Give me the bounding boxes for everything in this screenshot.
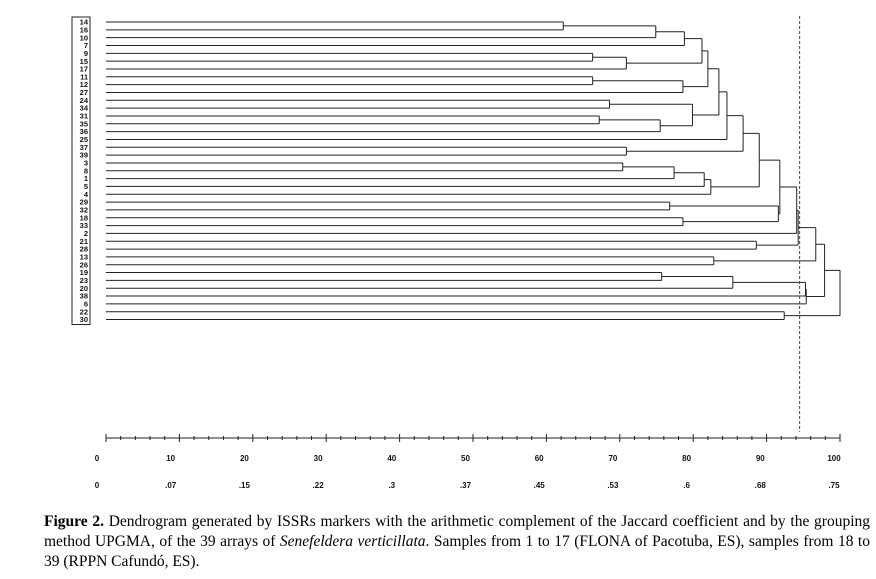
- axis-tick-label-bottom: .3: [388, 481, 395, 490]
- axis-tick-label-top: 30: [314, 454, 323, 463]
- leaf-label: 1: [84, 174, 88, 183]
- axis-tick-label-top: 40: [387, 454, 396, 463]
- leaf-label: 13: [80, 253, 88, 262]
- leaf-label: 11: [80, 72, 88, 81]
- leaf-label: 24: [80, 96, 89, 105]
- leaf-label: 35: [80, 119, 88, 128]
- leaf-label: 26: [80, 260, 88, 269]
- caption-text-after: . Samples from 1 to 17 (FLONA of Pacotub…: [44, 533, 870, 570]
- leaf-label: 27: [80, 88, 88, 97]
- leaf-label: 2: [84, 229, 88, 238]
- axis-tick-label-top: 20: [240, 454, 249, 463]
- leaf-label: 33: [80, 221, 88, 230]
- leaf-label: 37: [80, 143, 88, 152]
- axis-tick-label-top: 90: [756, 454, 765, 463]
- leaf-label: 12: [80, 80, 88, 89]
- axis-tick-label-bottom: .07: [165, 481, 177, 490]
- caption-text: Dendrogram generated by ISSRs markers wi…: [44, 513, 871, 550]
- axis-tick-label-bottom: .68: [755, 481, 767, 490]
- leaf-label: 19: [80, 268, 88, 277]
- leaf-label: 8: [84, 166, 88, 175]
- leaf-label: 5: [84, 182, 88, 191]
- leaf-label: 22: [80, 307, 88, 316]
- axis-tick-label-bottom: .15: [239, 481, 251, 490]
- axis-tick-label-bottom: .53: [607, 481, 619, 490]
- leaf-label: 23: [80, 276, 88, 285]
- axis-tick-label-top: 70: [608, 454, 617, 463]
- leaf-label: 7: [84, 41, 88, 50]
- leaf-label: 14: [80, 18, 89, 27]
- leaf-label: 28: [80, 245, 88, 254]
- axis-tick-label-bottom: .37: [460, 481, 472, 490]
- axis-tick-label-bottom: .45: [534, 481, 546, 490]
- leaf-label: 34: [80, 104, 89, 113]
- axis-tick-label-bottom: .6: [683, 481, 690, 490]
- leaf-label: 17: [80, 65, 88, 74]
- caption-label: Figure 2.: [44, 513, 104, 530]
- scale-axis: 0 10 20 30 40 50 60 70 80 90 100 0 .07 .15 .22 .3 .37 .45…: [95, 434, 841, 490]
- axis-tick-label-bottom: .75: [828, 481, 840, 490]
- leaf-label: 16: [80, 25, 88, 34]
- leaf-label: 25: [80, 135, 88, 144]
- leaf-label: 6: [84, 299, 88, 308]
- axis-tick-label-top: 80: [682, 454, 691, 463]
- caption-species: Senefeldera verticillata: [279, 533, 426, 550]
- leaf-label: 3: [84, 159, 88, 168]
- axis-tick-label-top: 60: [535, 454, 544, 463]
- axis-tick-label-bottom: 0: [95, 481, 100, 490]
- axis-tick-label-top: 50: [461, 454, 470, 463]
- leaf-label: 32: [80, 206, 88, 215]
- leaf-label: 10: [80, 33, 88, 42]
- leaf-label: 15: [80, 57, 88, 66]
- figure-caption: Figure 2. Dendrogram generated by ISSRs …: [44, 512, 870, 572]
- leaf-label: 9: [84, 49, 88, 58]
- axis-tick-label-top: 100: [827, 454, 841, 463]
- leaf-label: 39: [80, 151, 88, 160]
- leaf-label: 36: [80, 127, 88, 136]
- leaf-label: 21: [80, 237, 88, 246]
- leaf-label: 20: [80, 284, 88, 293]
- dendrogram: 1416107915171112272434313536253739381542…: [71, 16, 841, 490]
- leaf-label: 31: [80, 112, 88, 121]
- leaf-label: 4: [84, 190, 89, 199]
- axis-tick-label-bottom: .22: [313, 481, 325, 490]
- leaf-label: 30: [80, 315, 88, 324]
- leaf-labels: 1416107915171112272434313536253739381542…: [71, 16, 91, 326]
- axis-tick-label-top: 10: [166, 454, 175, 463]
- dendrogram-tree: [106, 16, 841, 432]
- leaf-label: 29: [80, 198, 88, 207]
- leaf-label-box: [71, 16, 91, 326]
- axis-tick-label-top: 0: [95, 454, 100, 463]
- leaf-label: 38: [80, 292, 88, 301]
- leaf-label: 18: [80, 213, 88, 222]
